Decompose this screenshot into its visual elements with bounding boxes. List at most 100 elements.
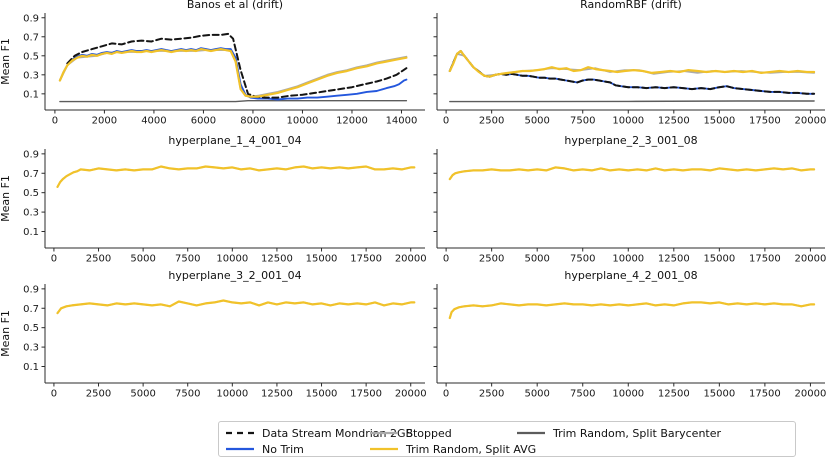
series-line-barycenter: [59, 100, 408, 103]
x-tick-label: 10000: [612, 116, 644, 127]
x-tick-label: 6000: [191, 116, 216, 127]
x-tick-label: 7500: [570, 389, 595, 400]
legend-entry-mondrian: Data Stream Mondrian 2GB: [225, 426, 413, 440]
plot-title: hyperplane_3_2_001_04: [168, 269, 301, 282]
x-tick-label: 15000: [306, 389, 338, 400]
subplot-hyperplane-2-3: 0 2500 5000 7500 10000 12500 15000 17500 20000 hy…: [433, 134, 826, 265]
x-tick-label: 20000: [395, 254, 427, 265]
x-tick-label: 12500: [261, 389, 293, 400]
x-tick-label: 17500: [749, 254, 781, 265]
y-tick-label: 0.5: [23, 323, 39, 334]
subplot-hyperplane-4-2: 0 2500 5000 7500 10000 12500 15000 17500 20000 hy…: [433, 269, 827, 400]
legend-label: Data Stream Mondrian 2GB: [262, 426, 414, 440]
y-axis-label: Mean F1: [0, 175, 12, 222]
x-tick-label: 17500: [749, 389, 781, 400]
y-tick-label: 0.1: [23, 89, 39, 100]
x-tick-label: 10000: [216, 389, 248, 400]
series-line-barycenter: [449, 100, 815, 103]
x-tick-label: 15000: [703, 254, 735, 265]
x-tick-label: 0: [443, 116, 449, 127]
y-tick-label: 0.7: [23, 32, 39, 43]
x-tick-label: 5000: [130, 254, 155, 265]
x-tick-label: 5000: [524, 254, 549, 265]
subplot-randomrbf-drift: 0 2500 5000 7500 10000 12500 15000 17500 20000 Ra…: [433, 0, 827, 127]
x-tick-label: 10000: [612, 254, 644, 265]
y-tick-label: 0.1: [23, 227, 39, 238]
y-tick-label: 0.9: [23, 13, 39, 24]
x-tick-label: 2500: [479, 116, 504, 127]
y-tick-label: 0.5: [23, 188, 39, 199]
legend-label: Stopped: [406, 426, 452, 440]
x-tick-label: 2500: [479, 254, 504, 265]
x-tick-label: 2000: [92, 116, 117, 127]
x-tick-label: 7500: [570, 254, 595, 265]
x-tick-label: 7500: [570, 116, 595, 127]
x-tick-label: 0: [51, 389, 57, 400]
y-tick-label: 0.1: [23, 362, 39, 373]
x-tick-label: 7500: [175, 254, 200, 265]
x-tick-label: 17500: [350, 254, 382, 265]
series-line-mondrian: [66, 32, 408, 99]
y-axis-label: Mean F1: [0, 310, 12, 357]
x-tick-label: 4000: [141, 116, 166, 127]
x-tick-label: 0: [52, 116, 58, 127]
x-tick-label: 15000: [306, 254, 338, 265]
subplot-banos-drift: 0 2000 4000 6000 8000 10000 12000 14000 0.1 0.3 0.…: [0, 0, 425, 127]
series-line-trim_avg: [56, 165, 416, 188]
plot-title: RandomRBF (drift): [580, 0, 682, 11]
x-tick-label: 20000: [395, 389, 427, 400]
x-tick-label: 20000: [795, 389, 827, 400]
series-line-trim_avg: [58, 48, 408, 98]
legend-label: Trim Random, Split Barycenter: [553, 426, 722, 440]
x-tick-label: 12000: [336, 116, 368, 127]
x-tick-label: 5000: [524, 116, 549, 127]
x-tick-label: 0: [443, 254, 449, 265]
legend-entry-barycenter: Trim Random, Split Barycenter: [516, 426, 721, 440]
x-tick-label: 12500: [261, 254, 293, 265]
x-tick-label: 14000: [386, 116, 418, 127]
legend-label: Trim Random, Split AVG: [406, 442, 537, 456]
plot-title: hyperplane_4_2_001_08: [564, 269, 697, 282]
x-tick-label: 7500: [175, 389, 200, 400]
y-tick-label: 0.5: [23, 51, 39, 62]
x-tick-label: 0: [51, 254, 57, 265]
legend-entry-no_trim: No Trim: [225, 442, 304, 456]
series-line-trim_avg: [448, 301, 816, 320]
x-tick-label: 12500: [658, 116, 690, 127]
y-tick-label: 0.3: [23, 208, 39, 219]
legend-line-swatch-mondrian: [226, 431, 254, 435]
y-tick-label: 0.3: [23, 70, 39, 81]
series-line-trim_avg: [56, 299, 416, 315]
y-tick-label: 0.9: [23, 284, 39, 295]
x-tick-label: 10000: [287, 116, 319, 127]
x-tick-label: 5000: [130, 389, 155, 400]
x-tick-label: 10000: [216, 254, 248, 265]
x-tick-label: 12500: [658, 389, 690, 400]
y-tick-label: 0.7: [23, 169, 39, 180]
y-tick-label: 0.3: [23, 343, 39, 354]
legend: Data Stream Mondrian 2GB No Trim Stopped Tr…: [218, 421, 796, 457]
subplot-hyperplane-3-2: 0 2500 5000 7500 10000 12500 15000 17500 20000 0.…: [0, 269, 427, 400]
legend-entry-stopped: Stopped: [369, 426, 452, 440]
series-line-trim_avg: [448, 49, 816, 78]
x-tick-label: 8000: [240, 116, 265, 127]
plot-title: hyperplane_1_4_001_04: [168, 134, 301, 147]
x-tick-label: 2500: [86, 254, 111, 265]
x-tick-label: 10000: [612, 389, 644, 400]
legend-line-swatch-trim_avg: [370, 447, 398, 451]
x-tick-label: 20000: [795, 116, 827, 127]
x-tick-label: 0: [443, 389, 449, 400]
series-line-trim_avg: [448, 166, 816, 181]
x-tick-label: 2500: [479, 389, 504, 400]
legend-line-swatch-barycenter: [517, 431, 545, 435]
legend-label: No Trim: [262, 442, 304, 456]
y-tick-label: 0.9: [23, 149, 39, 160]
legend-entry-trim_avg: Trim Random, Split AVG: [369, 442, 536, 456]
legend-line-swatch-stopped: [370, 431, 398, 435]
y-axis-label: Mean F1: [0, 38, 12, 85]
x-tick-label: 2500: [86, 389, 111, 400]
legend-line-swatch-no_trim: [226, 447, 254, 451]
plot-title: Banos et al (drift): [187, 0, 283, 11]
x-tick-label: 17500: [749, 116, 781, 127]
